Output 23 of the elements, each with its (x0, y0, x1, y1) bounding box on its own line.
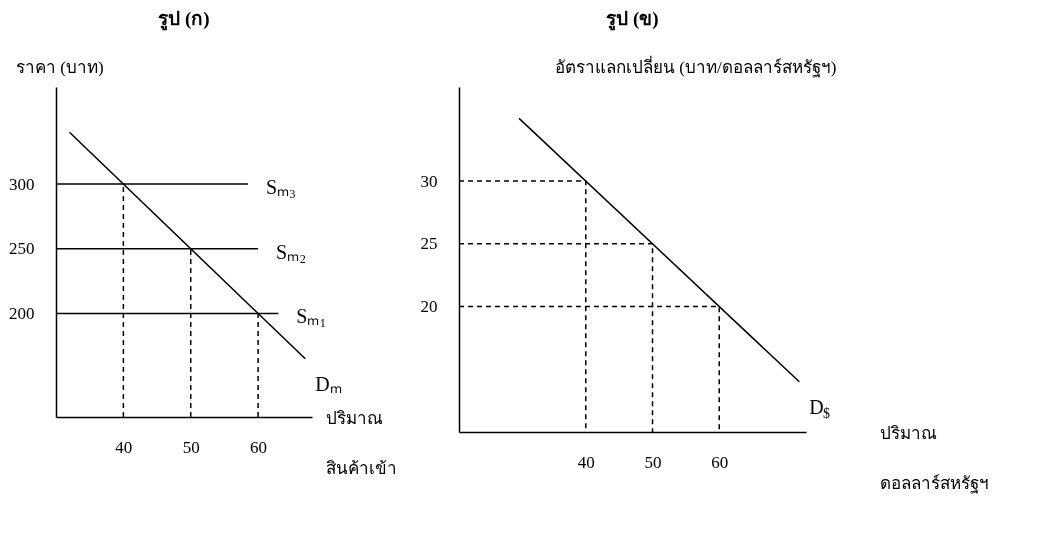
x-tick-label: 60 (711, 452, 729, 472)
y-tick-label: 300 (9, 174, 35, 194)
text: ปริมาณ ดอลลาร์สหรัฐฯ (880, 424, 989, 493)
y-tick-label: 30 (420, 171, 438, 191)
y-axis-title: ราคา (บาท) (16, 58, 104, 77)
chart-title: รูป (ก) (158, 8, 210, 31)
y-tick-label: 250 (9, 239, 35, 259)
series-label: Sₘ₁ (296, 305, 327, 328)
y-axis-title: อัตราแลกเปลี่ยน (บาท/ดอลลาร์สหรัฐฯ) (555, 55, 837, 78)
chart-title: รูป (ข) (606, 8, 659, 31)
x-tick-label: 40 (115, 437, 133, 457)
x-tick-label: 50 (182, 437, 200, 457)
series-label: Sₘ₃ (266, 176, 297, 199)
x-tick-label: 40 (577, 452, 595, 472)
y-tick-label: 20 (420, 297, 438, 317)
y-tick-label: 200 (9, 303, 35, 323)
text: ปริมาณ สินค้าเข้า (326, 409, 397, 478)
series-label: D$ (809, 395, 830, 421)
x-tick-label: 60 (250, 437, 268, 457)
series-label: Sₘ₂ (276, 240, 307, 263)
y-tick-label: 25 (420, 234, 438, 254)
series-label: Dₘ (315, 372, 342, 395)
x-tick-label: 50 (644, 452, 662, 472)
